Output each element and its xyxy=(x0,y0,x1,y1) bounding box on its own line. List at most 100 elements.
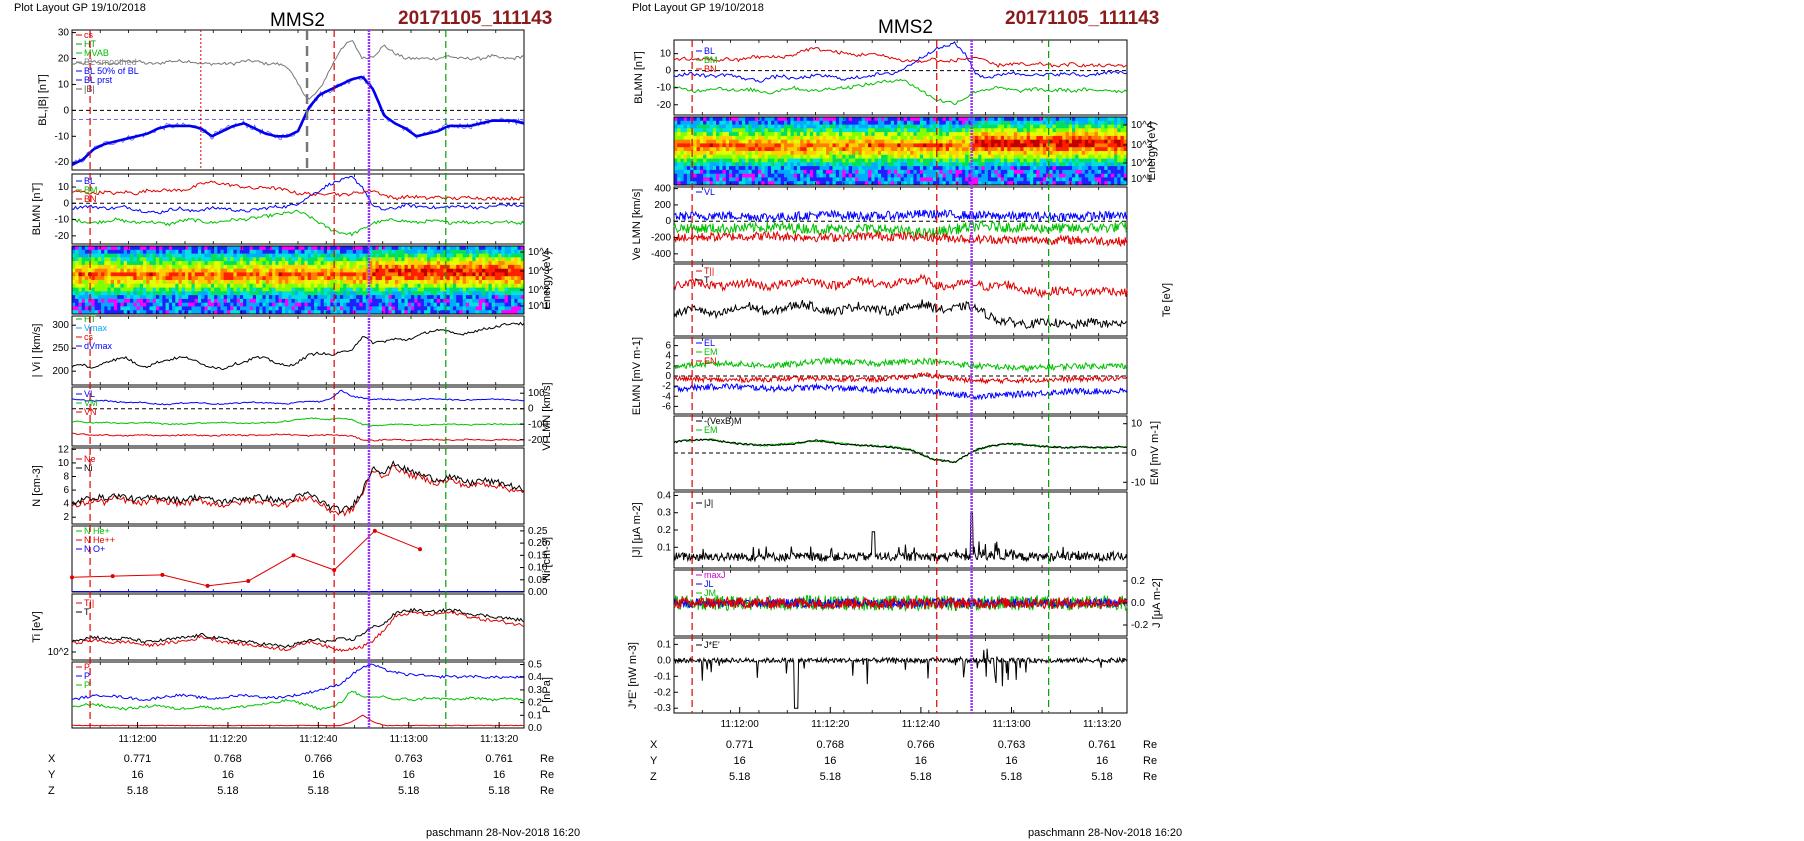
right-spectrogram-cell xyxy=(686,132,691,137)
right-spectrogram-cell xyxy=(845,151,850,156)
left-spectrogram-cell xyxy=(520,291,525,296)
right-spectrogram-cell xyxy=(777,166,782,171)
left-spectrogram-cell xyxy=(152,287,157,292)
left-spectrogram-cell xyxy=(243,272,247,277)
left-spectrogram-cell xyxy=(485,280,489,285)
left-spectrogram-cell xyxy=(352,291,357,296)
right-spectrogram-cell xyxy=(699,166,704,171)
right-spectrogram-cell xyxy=(939,177,943,182)
right-spectrogram-cell xyxy=(910,177,914,182)
left-spectrogram-cell xyxy=(210,268,215,273)
left-spectrogram-cell xyxy=(165,276,170,281)
right-spectrogram-cell xyxy=(771,181,775,186)
left-spectrogram-cell xyxy=(414,283,418,288)
right-spectrogram-cell xyxy=(706,177,710,182)
left-spectrogram-cell xyxy=(449,249,454,254)
left-spectrogram-cell xyxy=(91,302,95,307)
left-spectrogram-cell xyxy=(191,276,196,281)
left-spectrogram-cell xyxy=(294,272,299,277)
left-spectrogram-cell xyxy=(81,298,86,304)
right-spectrogram-cell xyxy=(674,139,678,144)
left-spectrogram-cell xyxy=(511,261,515,266)
left-spectrogram-cell xyxy=(159,276,163,281)
left-spectrogram-cell xyxy=(427,295,431,300)
left-spectrogram-cell xyxy=(126,295,131,300)
left-spectrogram-cell xyxy=(333,280,338,285)
right-spectrogram-cell xyxy=(1013,158,1018,163)
left-spectrogram-cell xyxy=(97,287,102,292)
left-spectrogram-cell xyxy=(233,246,237,251)
left-spectrogram-cell xyxy=(362,283,367,288)
left-spectrogram-cell xyxy=(101,257,105,262)
right-spectrogram-cell xyxy=(677,128,681,133)
left-spectrogram-cell xyxy=(262,287,267,292)
right-spectrogram-cell xyxy=(809,166,814,171)
left-spectrogram-cell xyxy=(275,249,279,254)
left-spectrogram-cell xyxy=(391,272,396,277)
right-spectrogram-cell xyxy=(894,128,898,133)
right-spectrogram-cell xyxy=(842,154,846,159)
right-spectrogram-cell xyxy=(829,173,833,178)
left-spectrogram-cell xyxy=(223,249,228,254)
left-spectrogram-cell xyxy=(462,291,467,296)
right-spectrogram-cell xyxy=(790,132,795,137)
left-spectrogram-cell xyxy=(281,257,286,262)
left-spectrogram-cell xyxy=(288,298,292,304)
right-spectrogram-cell xyxy=(936,166,940,171)
right-spectrogram-cell xyxy=(839,143,843,148)
left-spectrogram-cell xyxy=(291,246,296,251)
left-spectrogram-cell xyxy=(462,264,467,270)
left-spectrogram-cell xyxy=(356,257,360,262)
left-spectrogram-cell xyxy=(191,249,196,254)
left-spectrogram-cell xyxy=(498,264,502,270)
left-spectrogram-cell xyxy=(84,302,89,307)
right-spectrogram-cell xyxy=(683,158,688,163)
left-spectrogram-cell xyxy=(433,272,438,277)
left-spectrogram-cell xyxy=(104,253,108,258)
left-spectrogram-cell xyxy=(343,272,347,277)
right-spectrogram-cell xyxy=(745,158,749,163)
left-spectrogram-cell xyxy=(188,291,192,296)
right-spectrogram-cell xyxy=(761,181,765,186)
left-spectrogram-cell xyxy=(298,276,302,281)
left-spectrogram-cell xyxy=(252,249,257,254)
right-spectrogram-cell xyxy=(962,158,966,163)
right-spectrogram-cell xyxy=(1004,147,1008,152)
left-spectrogram-cell xyxy=(320,306,325,311)
left-spectrogram-cell xyxy=(420,268,425,273)
left-spectrogram-cell xyxy=(304,283,309,288)
left-spectrogram-cell xyxy=(423,264,428,270)
left-spectrogram-cell xyxy=(136,283,141,288)
left-spectrogram-cell xyxy=(294,287,299,292)
left-eph-name: X xyxy=(48,753,56,765)
left-spectrogram-cell xyxy=(478,310,483,315)
left-spectrogram-cell xyxy=(81,291,86,296)
right-spectrogram-cell xyxy=(894,135,898,141)
right-spectrogram-cell xyxy=(913,173,917,178)
right-spectrogram-cell xyxy=(816,132,820,137)
left-spectrogram-cell xyxy=(491,249,496,254)
right-spectrogram-cell xyxy=(822,135,827,141)
left-spectrogram-cell xyxy=(517,302,522,307)
left-spectrogram-cell xyxy=(249,249,254,254)
right-spectrogram-cell xyxy=(861,162,866,167)
left-spectrogram-cell xyxy=(275,280,279,285)
left-spectrogram-cell xyxy=(453,249,457,254)
right-spectrogram-cell xyxy=(884,169,888,175)
right-spectrogram-cell xyxy=(790,154,795,159)
left-spectrogram-cell xyxy=(491,283,496,288)
left-spectrogram-cell xyxy=(340,287,344,292)
right-spectrogram-cell xyxy=(712,154,717,159)
left-spectrogram-cell xyxy=(155,295,160,300)
left-spectrogram-cell xyxy=(214,280,218,285)
left-spectrogram-cell xyxy=(504,310,509,315)
right-spectrogram-cell xyxy=(971,128,976,133)
right-spectrogram-cell xyxy=(939,147,943,152)
right-spectrogram-cell xyxy=(1010,181,1015,186)
left-spectrogram-cell xyxy=(320,249,325,254)
left-spectrogram-cell xyxy=(133,249,137,254)
left-spectrogram-cell xyxy=(256,302,260,307)
left-spectrogram-cell xyxy=(323,280,328,285)
left-spectrogram-cell xyxy=(146,257,150,262)
